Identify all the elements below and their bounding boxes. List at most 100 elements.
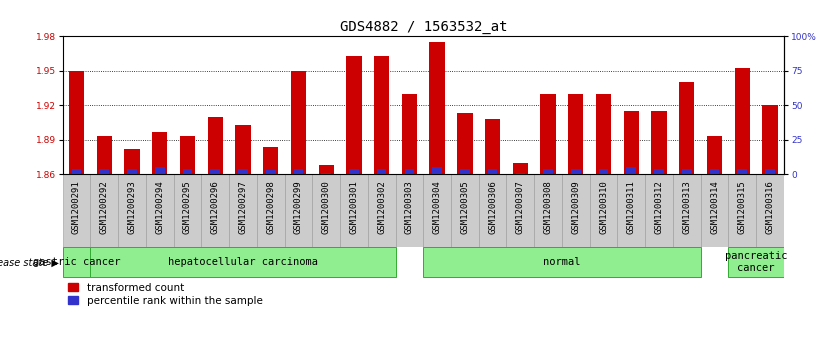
Bar	[571, 169, 580, 174]
Bar	[340, 174, 368, 247]
Text: GSM1200309: GSM1200309	[571, 180, 580, 234]
Bar	[146, 174, 173, 247]
Bar	[766, 169, 775, 174]
Bar	[626, 167, 636, 174]
Bar	[201, 174, 229, 247]
Text: GSM1200295: GSM1200295	[183, 180, 192, 234]
Bar	[590, 174, 617, 247]
Bar	[127, 169, 137, 174]
Bar	[673, 174, 701, 247]
Bar	[284, 174, 312, 247]
Bar	[735, 69, 750, 174]
Bar	[90, 174, 118, 247]
Bar	[540, 94, 555, 174]
Text: GSM1200291: GSM1200291	[72, 180, 81, 234]
Bar	[312, 174, 340, 247]
Text: normal: normal	[543, 257, 580, 267]
Text: GSM1200294: GSM1200294	[155, 180, 164, 234]
Bar	[72, 169, 81, 174]
Bar	[506, 174, 535, 247]
Bar	[402, 94, 417, 174]
Bar	[651, 111, 666, 174]
Bar	[535, 174, 562, 247]
Bar	[728, 174, 756, 247]
Bar	[377, 169, 386, 174]
Bar	[63, 248, 90, 277]
Text: GSM1200293: GSM1200293	[128, 180, 137, 234]
Bar	[294, 169, 304, 174]
Bar	[701, 174, 728, 247]
Text: gastric cancer: gastric cancer	[33, 257, 120, 267]
Title: GDS4882 / 1563532_at: GDS4882 / 1563532_at	[339, 20, 507, 34]
Bar	[99, 169, 109, 174]
Bar	[118, 174, 146, 247]
Text: GSM1200308: GSM1200308	[544, 180, 553, 234]
Text: GSM1200315: GSM1200315	[738, 180, 746, 234]
Bar	[346, 56, 361, 174]
Text: pancreatic
cancer: pancreatic cancer	[725, 252, 787, 273]
Bar	[238, 169, 248, 174]
Text: GSM1200299: GSM1200299	[294, 180, 303, 234]
Bar	[263, 147, 279, 174]
Text: GSM1200303: GSM1200303	[404, 180, 414, 234]
Bar	[430, 42, 445, 174]
Bar	[479, 174, 506, 247]
Bar	[737, 169, 747, 174]
Bar	[762, 105, 778, 174]
Bar	[235, 125, 250, 174]
Bar	[210, 169, 220, 174]
Bar	[710, 169, 720, 174]
Bar	[624, 111, 639, 174]
Text: GSM1200298: GSM1200298	[266, 180, 275, 234]
Text: GSM1200305: GSM1200305	[460, 180, 470, 234]
Text: GSM1200301: GSM1200301	[349, 180, 359, 234]
Bar	[756, 174, 784, 247]
Bar	[485, 119, 500, 174]
Bar	[63, 174, 90, 247]
Bar	[257, 174, 284, 247]
Text: GSM1200312: GSM1200312	[655, 180, 664, 234]
Bar	[617, 174, 646, 247]
Text: disease state ▶: disease state ▶	[0, 257, 58, 267]
Text: GSM1200306: GSM1200306	[488, 180, 497, 234]
Text: GSM1200297: GSM1200297	[239, 180, 248, 234]
Bar	[460, 169, 470, 174]
Text: GSM1200313: GSM1200313	[682, 180, 691, 234]
Bar	[208, 117, 223, 174]
Bar	[423, 174, 451, 247]
Bar	[321, 173, 331, 174]
Bar	[266, 170, 275, 174]
Bar	[562, 174, 590, 247]
Bar	[173, 174, 201, 247]
Text: GSM1200314: GSM1200314	[710, 180, 719, 234]
Bar	[152, 132, 168, 174]
Text: GSM1200296: GSM1200296	[211, 180, 219, 234]
Text: GSM1200302: GSM1200302	[377, 180, 386, 234]
Bar	[155, 167, 164, 174]
Bar	[183, 169, 193, 174]
Bar	[90, 248, 395, 277]
Bar	[682, 169, 691, 174]
Bar	[395, 174, 424, 247]
Bar	[404, 169, 414, 174]
Bar	[432, 167, 442, 174]
Bar	[654, 169, 664, 174]
Bar	[596, 94, 611, 174]
Bar	[68, 71, 84, 174]
Text: GSM1200316: GSM1200316	[766, 180, 775, 234]
Bar	[229, 174, 257, 247]
Text: GSM1200300: GSM1200300	[322, 180, 330, 234]
Text: GSM1200310: GSM1200310	[599, 180, 608, 234]
Bar	[457, 113, 473, 174]
Bar	[319, 165, 334, 174]
Bar	[513, 163, 528, 174]
Bar	[291, 71, 306, 174]
Bar	[646, 174, 673, 247]
Bar	[568, 94, 584, 174]
Bar	[97, 136, 112, 174]
Bar	[728, 248, 784, 277]
Legend: transformed count, percentile rank within the sample: transformed count, percentile rank withi…	[68, 283, 263, 306]
Bar	[543, 169, 553, 174]
Bar	[349, 169, 359, 174]
Text: GSM1200307: GSM1200307	[516, 180, 525, 234]
